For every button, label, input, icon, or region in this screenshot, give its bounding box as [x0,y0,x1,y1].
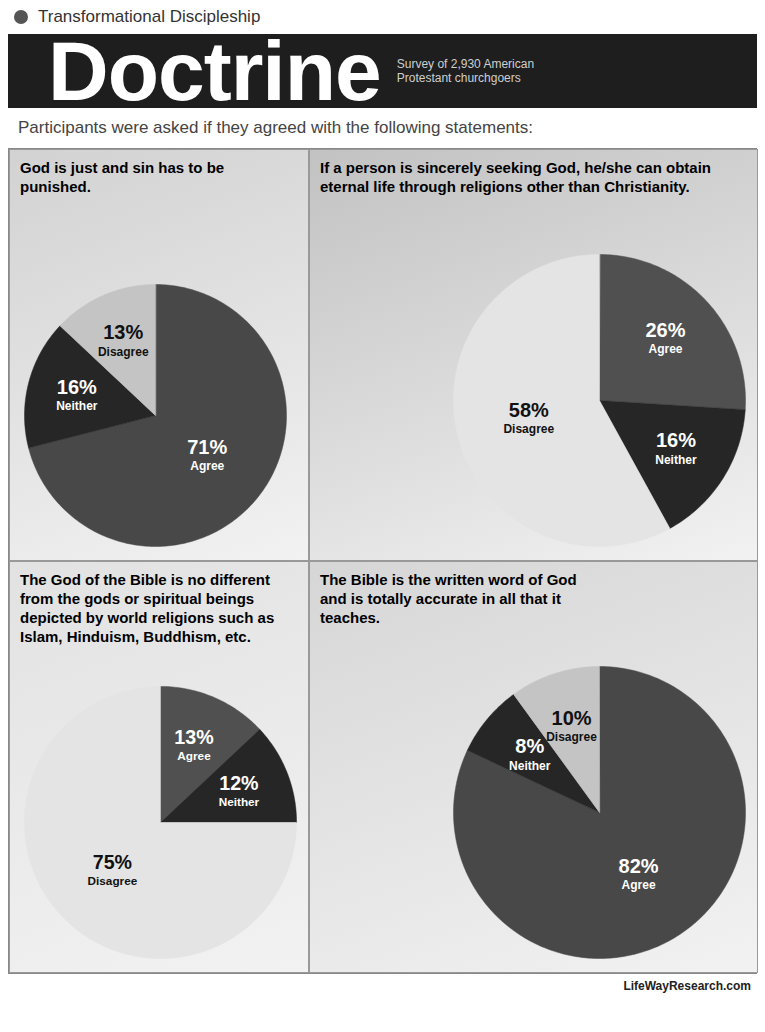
svg-text:Neither: Neither [655,453,697,467]
svg-text:Neither: Neither [56,399,98,413]
html-text:LifeWayResearch.com: LifeWayResearch.com [623,979,751,993]
svg-text:Agree: Agree [648,342,682,356]
svg-text:Disagree: Disagree [98,345,149,359]
svg-text:Agree: Agree [622,878,656,892]
svg-text:75%: 75% [93,851,132,873]
svg-text:82%: 82% [619,855,659,877]
svg-text:Disagree: Disagree [546,730,597,744]
svg-text:13%: 13% [103,321,143,343]
svg-text:71%: 71% [187,436,227,458]
html-text:Survey of 2,930 American Prote: Survey of 2,930 American Protestant chur… [396,57,535,85]
html-text:Participants were asked if the: Participants were asked if they agreed w… [18,118,533,137]
html-text:The Bible is the written word: The Bible is the written word of God and… [320,571,577,626]
svg-text:26%: 26% [645,319,685,341]
html-text:The God of the Bible is no dif: The God of the Bible is no different fro… [20,571,275,645]
svg-text:Neither: Neither [219,795,260,808]
svg-text:16%: 16% [57,376,97,398]
svg-text:Disagree: Disagree [88,874,138,887]
svg-text:12%: 12% [219,772,258,794]
html-text:Doctrine: Doctrine [48,24,381,118]
svg-text:Agree: Agree [190,459,224,473]
svg-text:16%: 16% [656,429,696,451]
svg-text:13%: 13% [174,725,213,747]
svg-text:58%: 58% [509,399,549,421]
svg-text:Neither: Neither [509,759,551,773]
html-text:If a person is sincerely seeki: If a person is sincerely seeking God, he… [320,159,711,195]
html-text:Transformational Discipleship: Transformational Discipleship [38,7,261,26]
svg-text:Agree: Agree [177,749,211,762]
svg-text:8%: 8% [515,735,544,757]
svg-text:Disagree: Disagree [503,422,554,436]
svg-text:10%: 10% [552,707,592,729]
html-text:God is just and sin has to be: God is just and sin has to be punished. [20,159,225,195]
